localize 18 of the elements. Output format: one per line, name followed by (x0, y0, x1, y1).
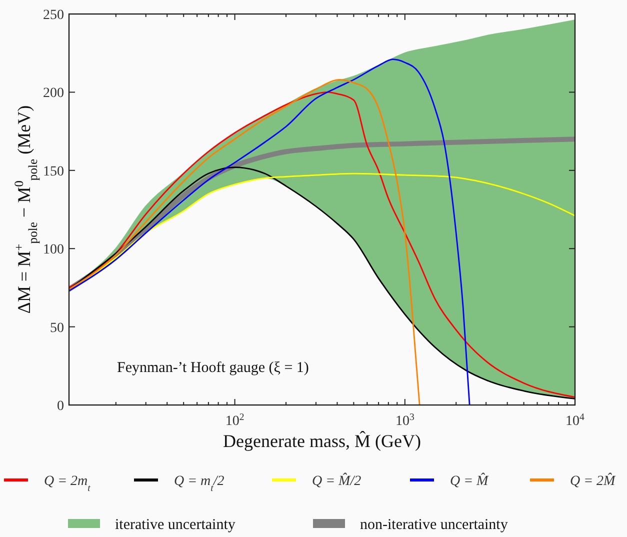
legend-label: Q = 2m$_{t}$ (44, 474, 91, 494)
legend-label: Q = 2M̂ (570, 472, 617, 489)
y-tick-label: 50 (50, 320, 64, 336)
x-tick-label: 10$^{4}$ (566, 412, 585, 429)
legend-label: Q = M̂/2 (312, 472, 362, 489)
annotation: Feynman-’t Hooft gauge (ξ = 1) (117, 360, 309, 376)
x-axis-title: Degenerate mass, M̂ (GeV) (223, 430, 421, 451)
x-tick-label: 10$^{2}$ (225, 412, 244, 429)
x-tick-label: 10$^{3}$ (395, 412, 414, 429)
y-tick-label: 200 (43, 86, 64, 102)
legend-label: Q = m$_{t}$/2 (174, 474, 224, 494)
y-tick-label: 150 (43, 164, 64, 180)
y-tick-label: 250 (43, 8, 64, 23)
y-tick-label: 100 (43, 242, 64, 258)
legend-label: Q = M̂ (450, 472, 490, 489)
legend-label: non-iterative uncertainty (360, 517, 508, 533)
y-tick-label: 0 (57, 399, 64, 414)
legend-label: iterative uncertainty (115, 517, 236, 533)
